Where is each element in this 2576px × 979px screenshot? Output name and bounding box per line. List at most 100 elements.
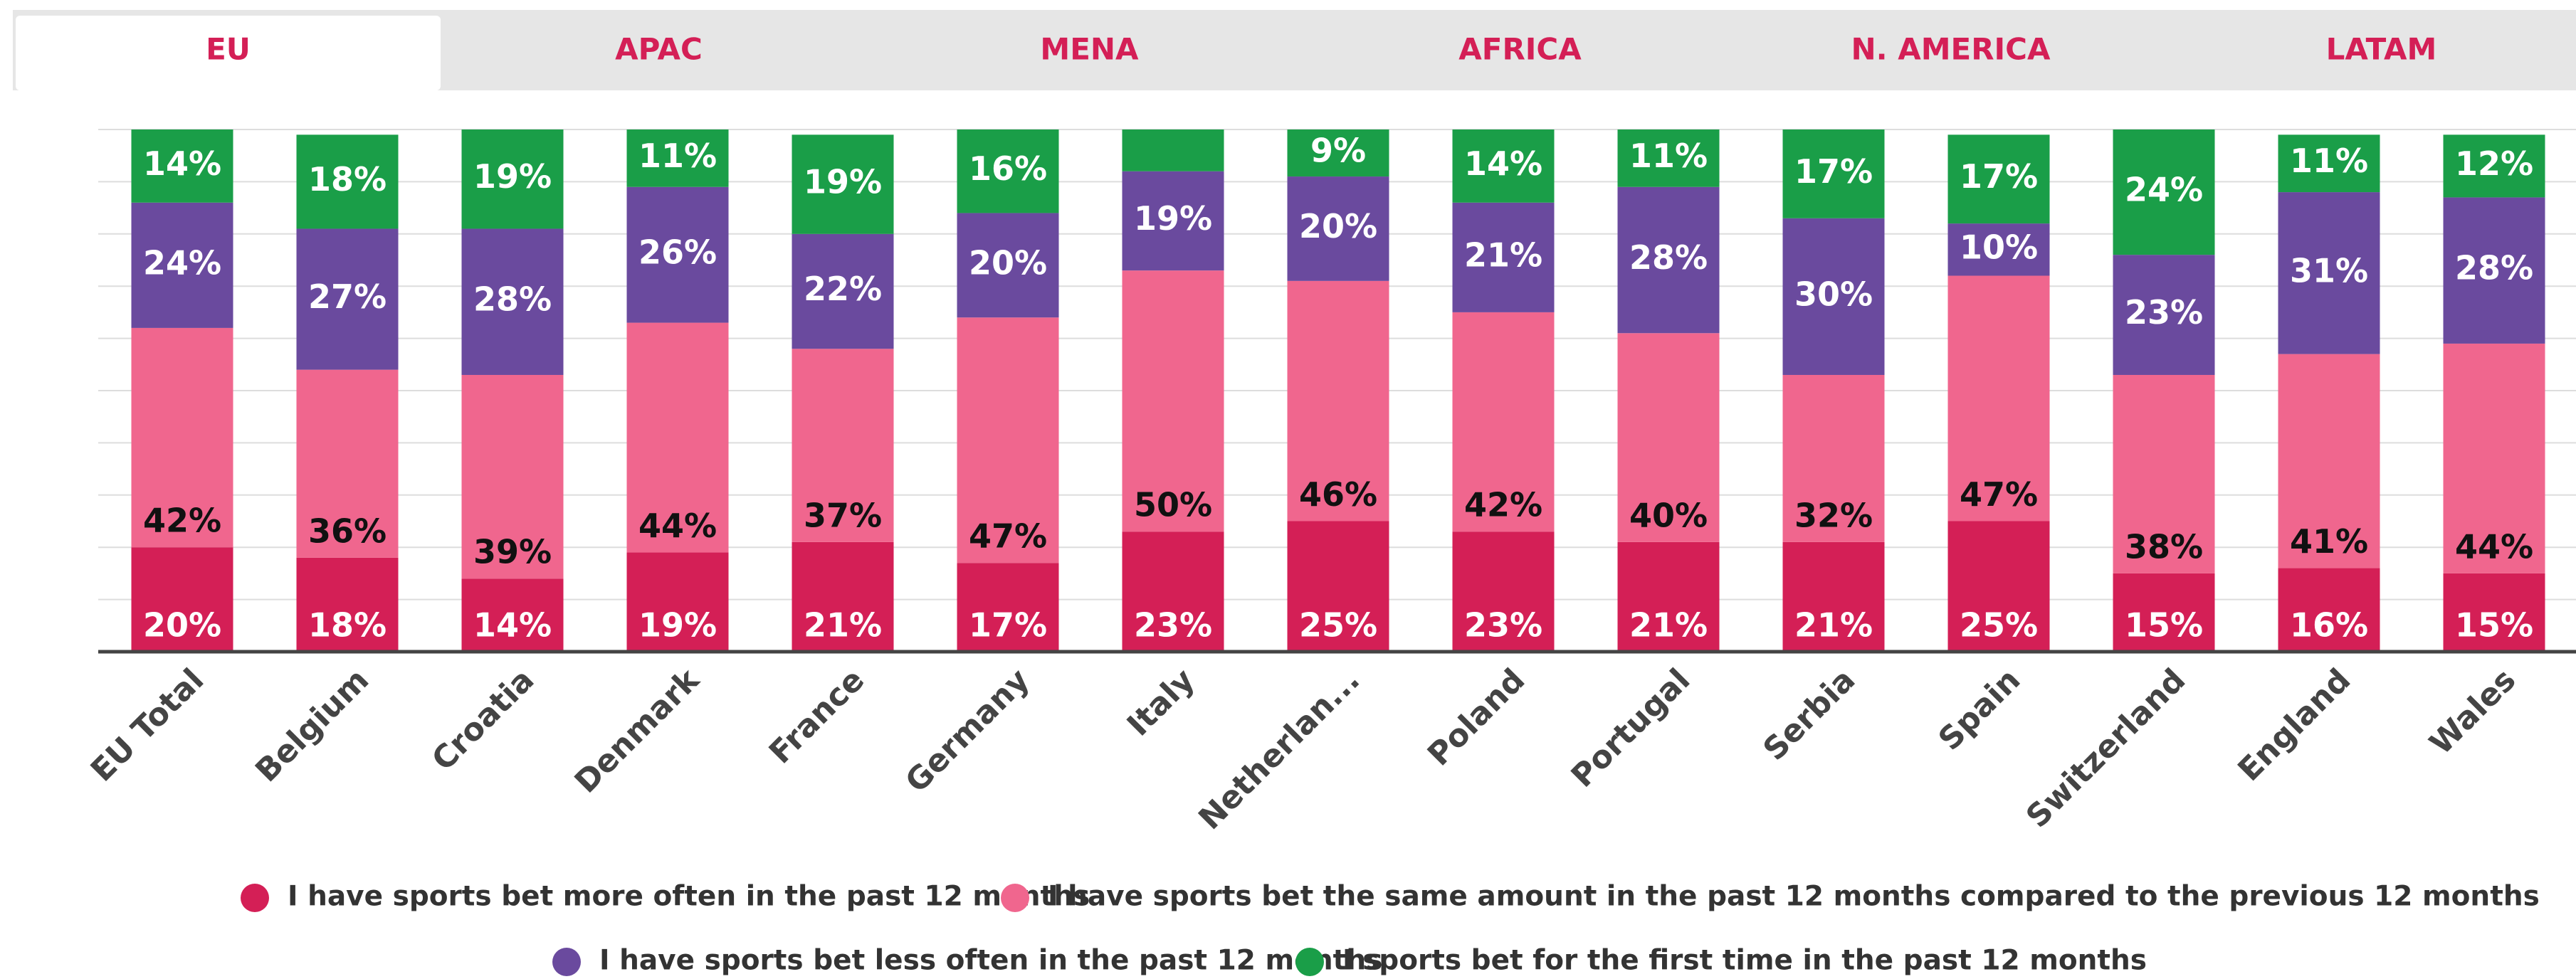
x-tick-label: Denmark — [568, 661, 708, 800]
bar-segment — [296, 228, 399, 370]
data-label: 31% — [2290, 251, 2368, 290]
tab-label[interactable]: APAC — [615, 32, 703, 67]
bar-segment — [1287, 129, 1389, 177]
bar-segment — [1452, 202, 1555, 312]
bar-segment — [957, 317, 1059, 563]
data-label: 25% — [1299, 606, 1377, 645]
tab-label[interactable]: LATAM — [2326, 32, 2437, 67]
data-label: 21% — [1794, 606, 1873, 645]
bar-segment — [957, 563, 1059, 652]
bar-segment — [1617, 541, 1720, 652]
bar-segment — [1452, 531, 1555, 652]
tab-label[interactable]: EU — [206, 32, 251, 67]
bar-segment — [2278, 134, 2380, 193]
data-label: 19% — [638, 606, 717, 645]
x-tick-label: Serbia — [1756, 662, 1862, 768]
data-label: 16% — [969, 149, 1047, 188]
data-label: 27% — [308, 277, 387, 316]
x-tick-label: Croatia — [425, 662, 541, 778]
data-label: 25% — [1960, 606, 2038, 645]
data-label: 20% — [1299, 207, 1377, 245]
bar-segment — [1122, 270, 1224, 532]
data-label: 11% — [638, 137, 717, 175]
data-label: 28% — [1629, 238, 1708, 277]
tab-label[interactable]: MENA — [1040, 32, 1139, 67]
bar-segment — [1617, 129, 1720, 187]
bar-segment — [131, 202, 233, 328]
x-tick-label: England — [2231, 662, 2357, 788]
bar-segment — [1452, 312, 1555, 532]
data-label: 38% — [2125, 527, 2203, 566]
bar-segment — [131, 327, 233, 548]
data-label: 39% — [473, 533, 552, 571]
bar-segment — [1947, 134, 2050, 224]
x-tick-label: Switzerland — [2019, 662, 2192, 835]
legend-label: I have sports bet the same amount in the… — [1048, 881, 2540, 913]
bar-segment — [792, 349, 894, 542]
bar-segment — [296, 369, 399, 558]
data-label: 23% — [2125, 293, 2203, 332]
data-label: 40% — [1629, 496, 1708, 534]
bar-segment — [2443, 573, 2545, 652]
bar-segment — [2443, 197, 2545, 344]
data-label: 23% — [1464, 606, 1542, 645]
bar-segment — [1947, 275, 2050, 522]
data-label: 36% — [308, 512, 387, 550]
data-label: 14% — [1464, 144, 1542, 183]
data-label: 15% — [2125, 606, 2203, 645]
tab-label[interactable]: AFRICA — [1458, 32, 1582, 67]
bar-segment — [1782, 218, 1885, 375]
x-tick-label: Netherlan... — [1192, 662, 1367, 837]
legend-label: I sports bet for the first time in the p… — [1342, 945, 2147, 977]
bar-segment — [1122, 171, 1224, 271]
data-label: 37% — [804, 496, 882, 534]
bar-segment — [1617, 333, 1720, 542]
bar-segment — [626, 322, 729, 553]
x-tick-label: Italy — [1120, 662, 1202, 743]
bar-segment — [1287, 521, 1389, 652]
data-label: 21% — [1629, 606, 1708, 645]
legend-swatch — [1295, 948, 1324, 976]
x-tick-label: Belgium — [248, 662, 376, 789]
data-label: 28% — [2455, 249, 2533, 287]
bar-segment — [792, 541, 894, 652]
data-label: 46% — [1299, 475, 1377, 514]
data-label: 14% — [473, 606, 552, 645]
data-label: 19% — [473, 157, 552, 196]
bar-segment — [1287, 280, 1389, 522]
data-label: 24% — [2125, 171, 2203, 209]
data-label: 42% — [143, 502, 221, 540]
bar-segment — [2113, 255, 2215, 375]
x-tick-label: Poland — [1421, 662, 1532, 773]
data-label: 44% — [638, 507, 717, 545]
data-label: 18% — [308, 160, 387, 199]
bar-segment — [2443, 134, 2545, 198]
bar-segment — [2443, 343, 2545, 573]
data-label: 19% — [804, 163, 882, 201]
bar-segment — [1947, 223, 2050, 276]
bar-segment — [792, 134, 894, 234]
bar-segment — [626, 186, 729, 323]
data-label: 19% — [1134, 199, 1212, 238]
bar-segment — [2113, 129, 2215, 255]
data-label: 24% — [143, 243, 221, 282]
bar-segment — [2278, 354, 2380, 568]
bar-segment — [296, 557, 399, 652]
bar-segment — [1782, 129, 1885, 218]
bar-segment — [1452, 129, 1555, 203]
data-label: 21% — [804, 606, 882, 645]
tab-active[interactable] — [16, 16, 441, 90]
bar-segment — [2113, 573, 2215, 652]
data-label: 14% — [143, 144, 221, 183]
bar-segment — [792, 233, 894, 349]
bar-segment — [1122, 129, 1224, 171]
bar-segment — [131, 547, 233, 652]
data-label: 47% — [969, 517, 1047, 556]
data-label: 42% — [1464, 486, 1542, 524]
tab-label[interactable]: N. AMERICA — [1851, 32, 2051, 67]
x-tick-label: France — [762, 662, 871, 771]
data-label: 50% — [1134, 486, 1212, 524]
bar-segment — [1122, 531, 1224, 652]
legend-swatch — [241, 884, 269, 912]
